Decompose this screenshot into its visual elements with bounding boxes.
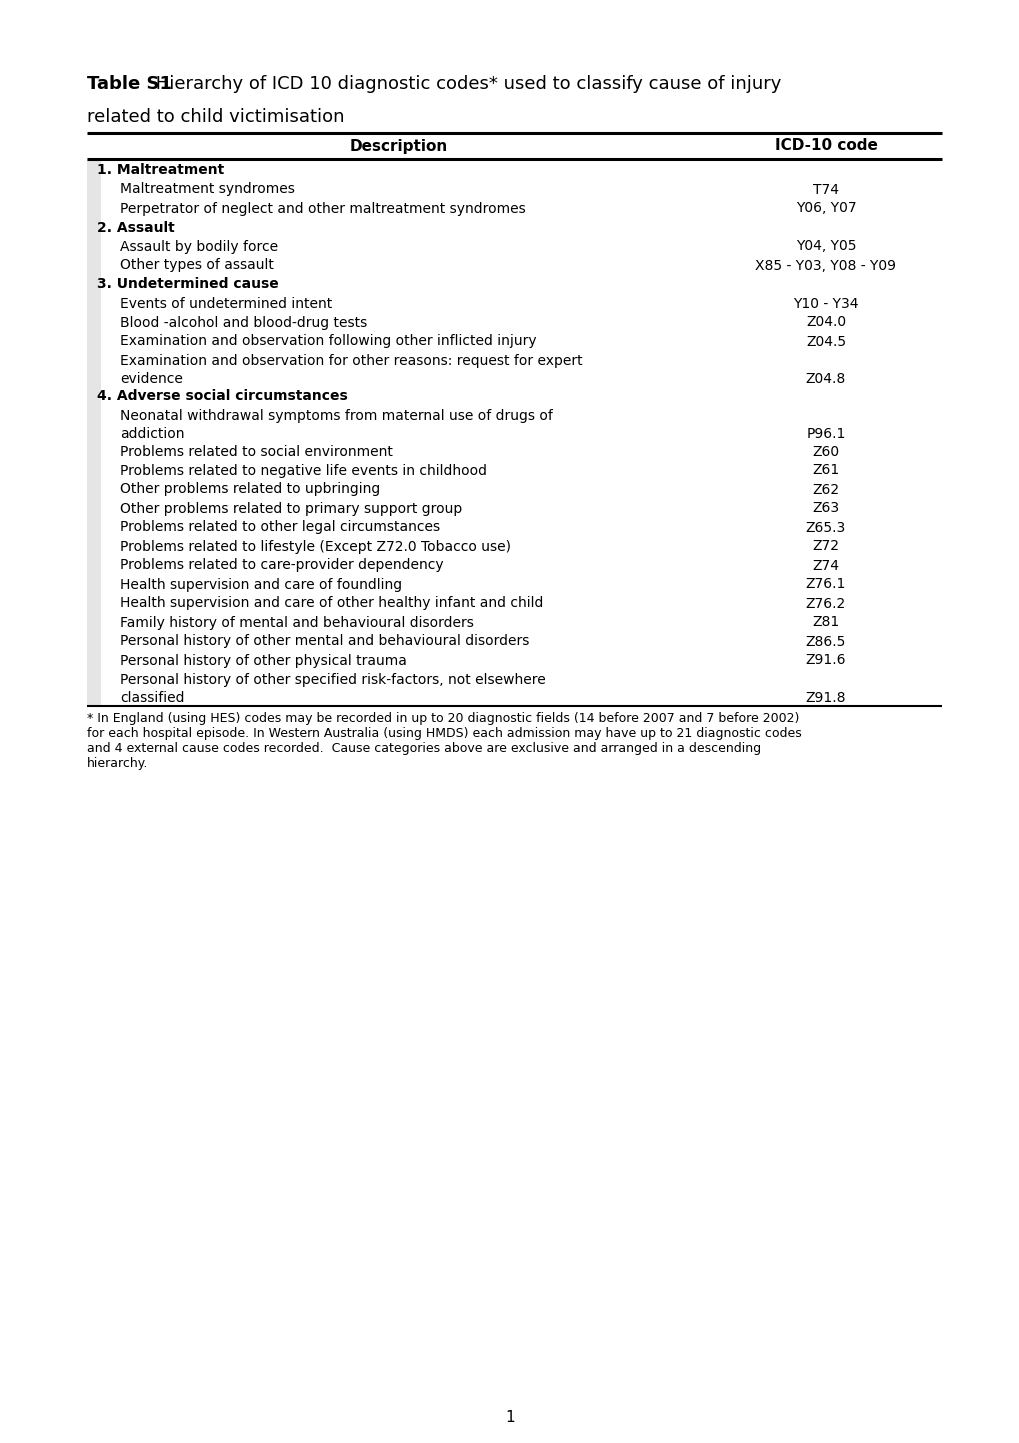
Text: Z04.0: Z04.0 xyxy=(805,316,845,329)
Text: Z65.3: Z65.3 xyxy=(805,521,846,534)
Text: Z76.2: Z76.2 xyxy=(805,596,846,610)
Text: ICD-10 code: ICD-10 code xyxy=(773,139,876,153)
Text: Z91.8: Z91.8 xyxy=(805,691,846,706)
Text: Problems related to other legal circumstances: Problems related to other legal circumst… xyxy=(120,521,439,534)
Text: Z76.1: Z76.1 xyxy=(805,577,846,592)
Text: Personal history of other specified risk-factors, not elsewhere: Personal history of other specified risk… xyxy=(120,672,545,687)
Text: Hierarchy of ICD 10 diagnostic codes* used to classify cause of injury: Hierarchy of ICD 10 diagnostic codes* us… xyxy=(150,75,781,92)
Text: * In England (using HES) codes may be recorded in up to 20 diagnostic fields (14: * In England (using HES) codes may be re… xyxy=(87,711,799,724)
Text: Perpetrator of neglect and other maltreatment syndromes: Perpetrator of neglect and other maltrea… xyxy=(120,202,525,215)
Text: 4. Adverse social circumstances: 4. Adverse social circumstances xyxy=(97,390,347,404)
Text: Z91.6: Z91.6 xyxy=(805,654,846,668)
Text: Personal history of other mental and behavioural disorders: Personal history of other mental and beh… xyxy=(120,635,529,648)
Text: Problems related to negative life events in childhood: Problems related to negative life events… xyxy=(120,463,486,478)
Text: P96.1: P96.1 xyxy=(806,427,845,442)
Text: Problems related to care-provider dependency: Problems related to care-provider depend… xyxy=(120,558,443,573)
Text: Assault by bodily force: Assault by bodily force xyxy=(120,240,278,254)
Text: Other problems related to primary support group: Other problems related to primary suppor… xyxy=(120,502,462,515)
Text: Z63: Z63 xyxy=(812,502,839,515)
Text: hierarchy.: hierarchy. xyxy=(87,758,148,771)
Text: 3. Undetermined cause: 3. Undetermined cause xyxy=(97,277,278,291)
Text: T74: T74 xyxy=(812,182,839,196)
Text: Problems related to lifestyle (Except Z72.0 Tobacco use): Problems related to lifestyle (Except Z7… xyxy=(120,540,511,554)
Text: Blood -alcohol and blood-drug tests: Blood -alcohol and blood-drug tests xyxy=(120,316,367,329)
Text: Personal history of other physical trauma: Personal history of other physical traum… xyxy=(120,654,407,668)
Text: Events of undetermined intent: Events of undetermined intent xyxy=(120,296,332,310)
Text: Examination and observation for other reasons: request for expert: Examination and observation for other re… xyxy=(120,354,582,368)
Text: Z86.5: Z86.5 xyxy=(805,635,846,648)
Text: Z74: Z74 xyxy=(812,558,839,573)
Text: Z72: Z72 xyxy=(812,540,839,554)
Text: Family history of mental and behavioural disorders: Family history of mental and behavioural… xyxy=(120,616,474,629)
Text: Z04.5: Z04.5 xyxy=(805,335,845,349)
Text: Other types of assault: Other types of assault xyxy=(120,258,274,273)
Text: Z61: Z61 xyxy=(811,463,839,478)
Text: Problems related to social environment: Problems related to social environment xyxy=(120,444,392,459)
Text: for each hospital episode. In Western Australia (using HMDS) each admission may : for each hospital episode. In Western Au… xyxy=(87,727,801,740)
Text: Y10 - Y34: Y10 - Y34 xyxy=(793,296,858,310)
Text: Description: Description xyxy=(350,139,447,153)
Text: Examination and observation following other inflicted injury: Examination and observation following ot… xyxy=(120,335,536,349)
Text: Z81: Z81 xyxy=(811,616,839,629)
Text: Z62: Z62 xyxy=(812,482,839,496)
Text: Health supervision and care of other healthy infant and child: Health supervision and care of other hea… xyxy=(120,596,543,610)
Text: evidence: evidence xyxy=(120,372,182,385)
Text: Maltreatment syndromes: Maltreatment syndromes xyxy=(120,182,294,196)
Text: 1: 1 xyxy=(504,1410,515,1426)
Text: Neonatal withdrawal symptoms from maternal use of drugs of: Neonatal withdrawal symptoms from matern… xyxy=(120,408,552,423)
Text: Z04.8: Z04.8 xyxy=(805,372,846,385)
Text: Table S1: Table S1 xyxy=(87,75,172,92)
Text: 2. Assault: 2. Assault xyxy=(97,221,174,235)
Text: and 4 external cause codes recorded.  Cause categories above are exclusive and a: and 4 external cause codes recorded. Cau… xyxy=(87,742,760,755)
Text: X85 - Y03, Y08 - Y09: X85 - Y03, Y08 - Y09 xyxy=(755,258,896,273)
Text: Z60: Z60 xyxy=(812,444,839,459)
Text: 1. Maltreatment: 1. Maltreatment xyxy=(97,163,224,177)
Text: related to child victimisation: related to child victimisation xyxy=(87,108,344,126)
Text: Y06, Y07: Y06, Y07 xyxy=(795,202,856,215)
Text: addiction: addiction xyxy=(120,427,184,442)
Text: Y04, Y05: Y04, Y05 xyxy=(795,240,855,254)
Bar xyxy=(87,159,101,706)
Text: classified: classified xyxy=(120,691,184,706)
Text: Other problems related to upbringing: Other problems related to upbringing xyxy=(120,482,380,496)
Text: Health supervision and care of foundling: Health supervision and care of foundling xyxy=(120,577,401,592)
